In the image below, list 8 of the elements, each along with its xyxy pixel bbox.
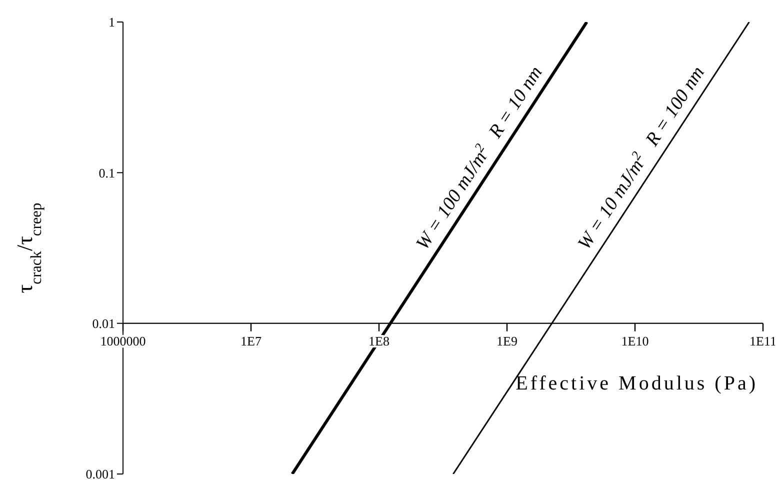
x-tick-label: 1E9: [496, 333, 518, 348]
x-tick-label: 1E7: [240, 333, 262, 348]
y-tick-label: 0.001: [86, 466, 115, 480]
x-tick-label: 1E10: [621, 333, 649, 348]
y-tick-label: 1: [108, 14, 115, 30]
x-axis-title: Effective Modulus (Pa): [516, 372, 758, 394]
y-tick-label: 0.01: [92, 316, 115, 331]
y-tick-label: 0.1: [98, 165, 115, 180]
